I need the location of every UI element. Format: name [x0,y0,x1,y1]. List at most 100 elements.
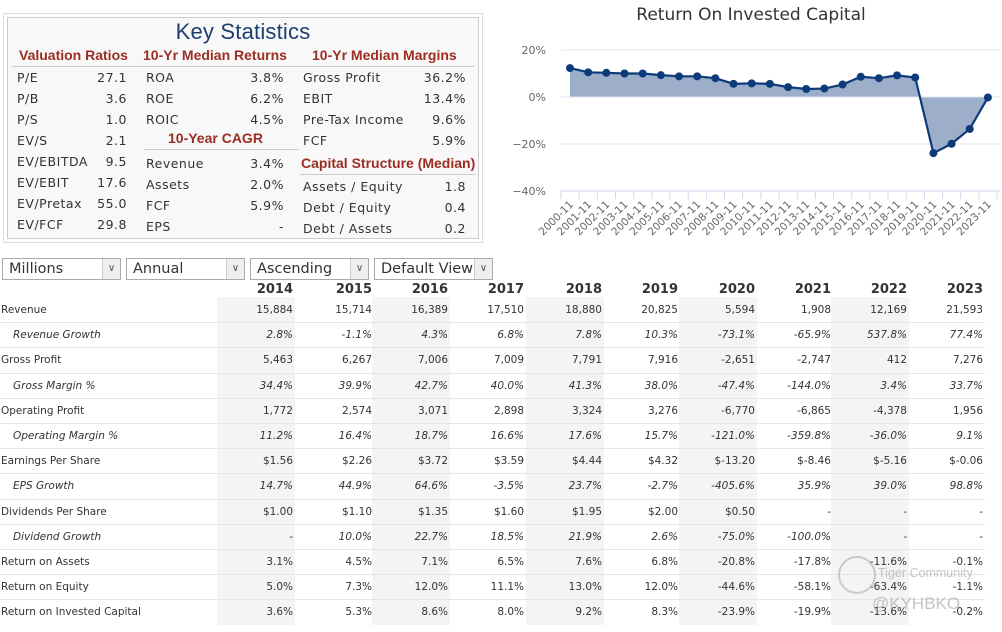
median-return-value: 3.8% [250,70,284,85]
valuation-ratio-value: 9.5 [105,154,127,169]
period-select-value: Annual [133,261,184,277]
data-point [656,71,665,80]
table-cell: 8.3% [651,606,678,619]
table-cell: $-13.20 [714,455,755,468]
row-divider [0,397,985,399]
table-cell: $0.50 [724,505,755,518]
table-cell: -65.9% [793,329,831,342]
chevron-down-icon[interactable]: ∨ [350,259,368,279]
table-cell: 38.0% [644,379,678,392]
table-cell: 7.3% [345,581,372,594]
table-cell: 34.4% [259,379,293,392]
data-point [693,72,702,81]
table-cell: 7.6% [575,556,602,568]
table-cell: 44.9% [338,480,372,493]
table-cell: 18.7% [414,430,448,442]
table-row: Revenue Growth 2.8% -1.1% 4.3% 6.8% 7.8% 10.3%… [0,323,985,348]
median-margin-value: 36.2% [423,70,466,85]
row-divider [0,473,985,475]
median-margin-label: Pre-Tax Income [303,112,404,127]
key-statistics-title: Key Statistics [175,19,311,44]
row-label: Return on Invested Capital [1,606,141,619]
row-label: Revenue [1,304,47,316]
cagr-value: 3.4% [250,156,284,171]
year-header[interactable]: 2022 [870,282,907,297]
row-label: Gross Margin % [13,379,96,392]
table-cell: 7.8% [575,329,602,342]
table-cell: 6.5% [497,556,524,568]
year-header[interactable]: 2019 [641,282,678,297]
table-cell: -58.1% [793,581,831,594]
year-header[interactable]: 2015 [335,282,372,297]
heading-divider [12,66,474,67]
row-divider [0,322,985,324]
year-header[interactable]: 2016 [411,282,448,297]
table-row: Gross Profit 5,463 6,267 7,006 7,009 7,791 7,9… [0,348,985,373]
median-margin-label: EBIT [303,91,333,106]
data-point [765,79,774,88]
table-cell: 2,898 [493,404,524,417]
table-cell: - [289,530,293,543]
table-cell: 15,714 [335,304,372,316]
chevron-down-icon[interactable]: ∨ [474,259,492,279]
table-cell: -17.8% [793,556,831,568]
units-select[interactable]: Millions ∨ [2,258,121,280]
row-label: Return on Assets [1,556,90,568]
row-label: EPS Growth [13,480,75,493]
table-cell: 6.8% [497,329,524,342]
capital-structure-divider [300,174,476,175]
y-tick-label: 20% [522,44,546,57]
key-statistics-panel: Key Statistics Valuation Ratios 10-Yr Me… [3,13,483,243]
table-cell: -13.6% [869,606,907,619]
year-header[interactable]: 2021 [794,282,831,297]
capital-structure-label: Assets / Equity [303,179,403,194]
order-select[interactable]: Ascending ∨ [250,258,369,280]
data-point [874,74,883,83]
year-header[interactable]: 2014 [256,282,293,297]
table-cell: -6,770 [721,404,755,417]
chevron-down-icon[interactable]: ∨ [226,259,244,279]
row-divider [0,523,985,525]
table-cell: 98.8% [949,480,983,493]
chevron-down-icon[interactable]: ∨ [102,259,120,279]
year-header[interactable]: 2020 [718,282,755,297]
view-select-value: Default View [381,261,473,277]
table-cell: -100.0% [787,530,831,543]
table-cell: 537.8% [866,329,907,342]
table-cell: 33.7% [949,379,983,392]
year-header[interactable]: 2018 [565,282,602,297]
table-cell: 21.9% [568,530,602,543]
year-header[interactable]: 2023 [946,282,983,297]
table-cell: 4.3% [421,329,448,342]
table-cell: -63.4% [869,581,907,594]
data-point [638,69,647,78]
table-cell: -75.0% [717,530,755,543]
table-cell: -44.6% [717,581,755,594]
table-cell: 23.7% [568,480,602,493]
table-cell: 35.9% [797,480,831,493]
valuation-ratio-value: 3.6 [105,91,127,106]
table-cell: 2.8% [266,329,293,342]
data-point [838,80,847,89]
table-cell: 1,956 [952,404,983,417]
valuation-ratio-label: P/B [17,91,39,106]
table-cell: $4.32 [647,455,678,468]
table-cell: 39.9% [338,379,372,392]
period-select[interactable]: Annual ∨ [126,258,245,280]
table-cell: - [903,530,907,543]
table-cell: $1.00 [262,505,293,518]
table-cell: - [827,505,831,518]
median-return-label: ROE [146,91,174,106]
data-point [856,72,865,81]
median-return-label: ROIC [146,112,179,127]
table-cell: - [903,505,907,518]
table-cell: 4.5% [345,556,372,568]
view-select[interactable]: Default View ∨ [374,258,493,280]
year-header[interactable]: 2017 [487,282,524,297]
order-select-value: Ascending [257,261,333,277]
table-cell: 3,071 [417,404,448,417]
median-margin-label: FCF [303,133,328,148]
table-cell: 3,276 [647,404,678,417]
table-cell: 9.1% [956,430,983,442]
row-divider [0,423,985,424]
